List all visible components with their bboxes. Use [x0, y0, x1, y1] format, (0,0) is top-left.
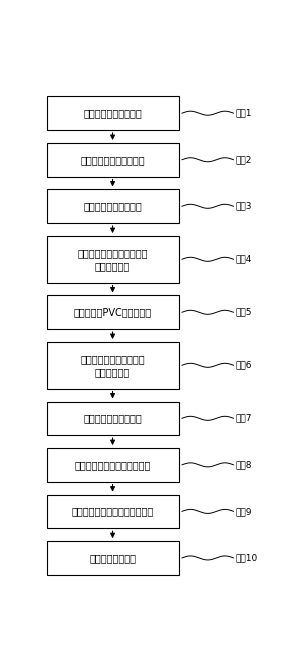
Text: 在水泥地面上铺设反射层: 在水泥地面上铺设反射层: [80, 155, 145, 165]
Text: 将主线接入温控器: 将主线接入温控器: [89, 553, 136, 563]
Bar: [47, 295, 179, 329]
Text: 在防水层上铺设防泄漏电流层: 在防水层上铺设防泄漏电流层: [74, 460, 151, 470]
Text: 将主线进入PVC电工专用管: 将主线进入PVC电工专用管: [74, 307, 152, 318]
Bar: [47, 495, 179, 528]
Text: 在保温层上铺设碳纤维低温
电热复合材料: 在保温层上铺设碳纤维低温 电热复合材料: [77, 248, 148, 271]
Bar: [47, 342, 179, 388]
Text: 步骤1: 步骤1: [236, 109, 252, 117]
Text: 步骤9: 步骤9: [236, 507, 252, 516]
Bar: [47, 143, 179, 176]
Text: 步骤5: 步骤5: [236, 308, 252, 317]
Bar: [47, 96, 179, 130]
Bar: [47, 236, 179, 283]
Bar: [47, 190, 179, 223]
Bar: [47, 541, 179, 575]
Text: 检验水泥地面的平整度: 检验水泥地面的平整度: [83, 108, 142, 118]
Bar: [47, 401, 179, 435]
Text: 步骤8: 步骤8: [236, 461, 252, 469]
Text: 步骤4: 步骤4: [236, 255, 252, 264]
Text: 检验防水层的防水效果: 检验防水层的防水效果: [83, 413, 142, 423]
Text: 步骤3: 步骤3: [236, 202, 252, 211]
Text: 步骤10: 步骤10: [236, 554, 258, 562]
Text: 步骤6: 步骤6: [236, 361, 252, 370]
Text: 在防泄漏电流层上做水泥找平层: 在防泄漏电流层上做水泥找平层: [71, 506, 154, 516]
Text: 步骤7: 步骤7: [236, 414, 252, 423]
Text: 步骤2: 步骤2: [236, 155, 252, 164]
Bar: [47, 448, 179, 482]
Text: 在碳纤维低温电热复合材
料上做防水层: 在碳纤维低温电热复合材 料上做防水层: [80, 354, 145, 377]
Text: 在反射层上铺设保温层: 在反射层上铺设保温层: [83, 201, 142, 211]
